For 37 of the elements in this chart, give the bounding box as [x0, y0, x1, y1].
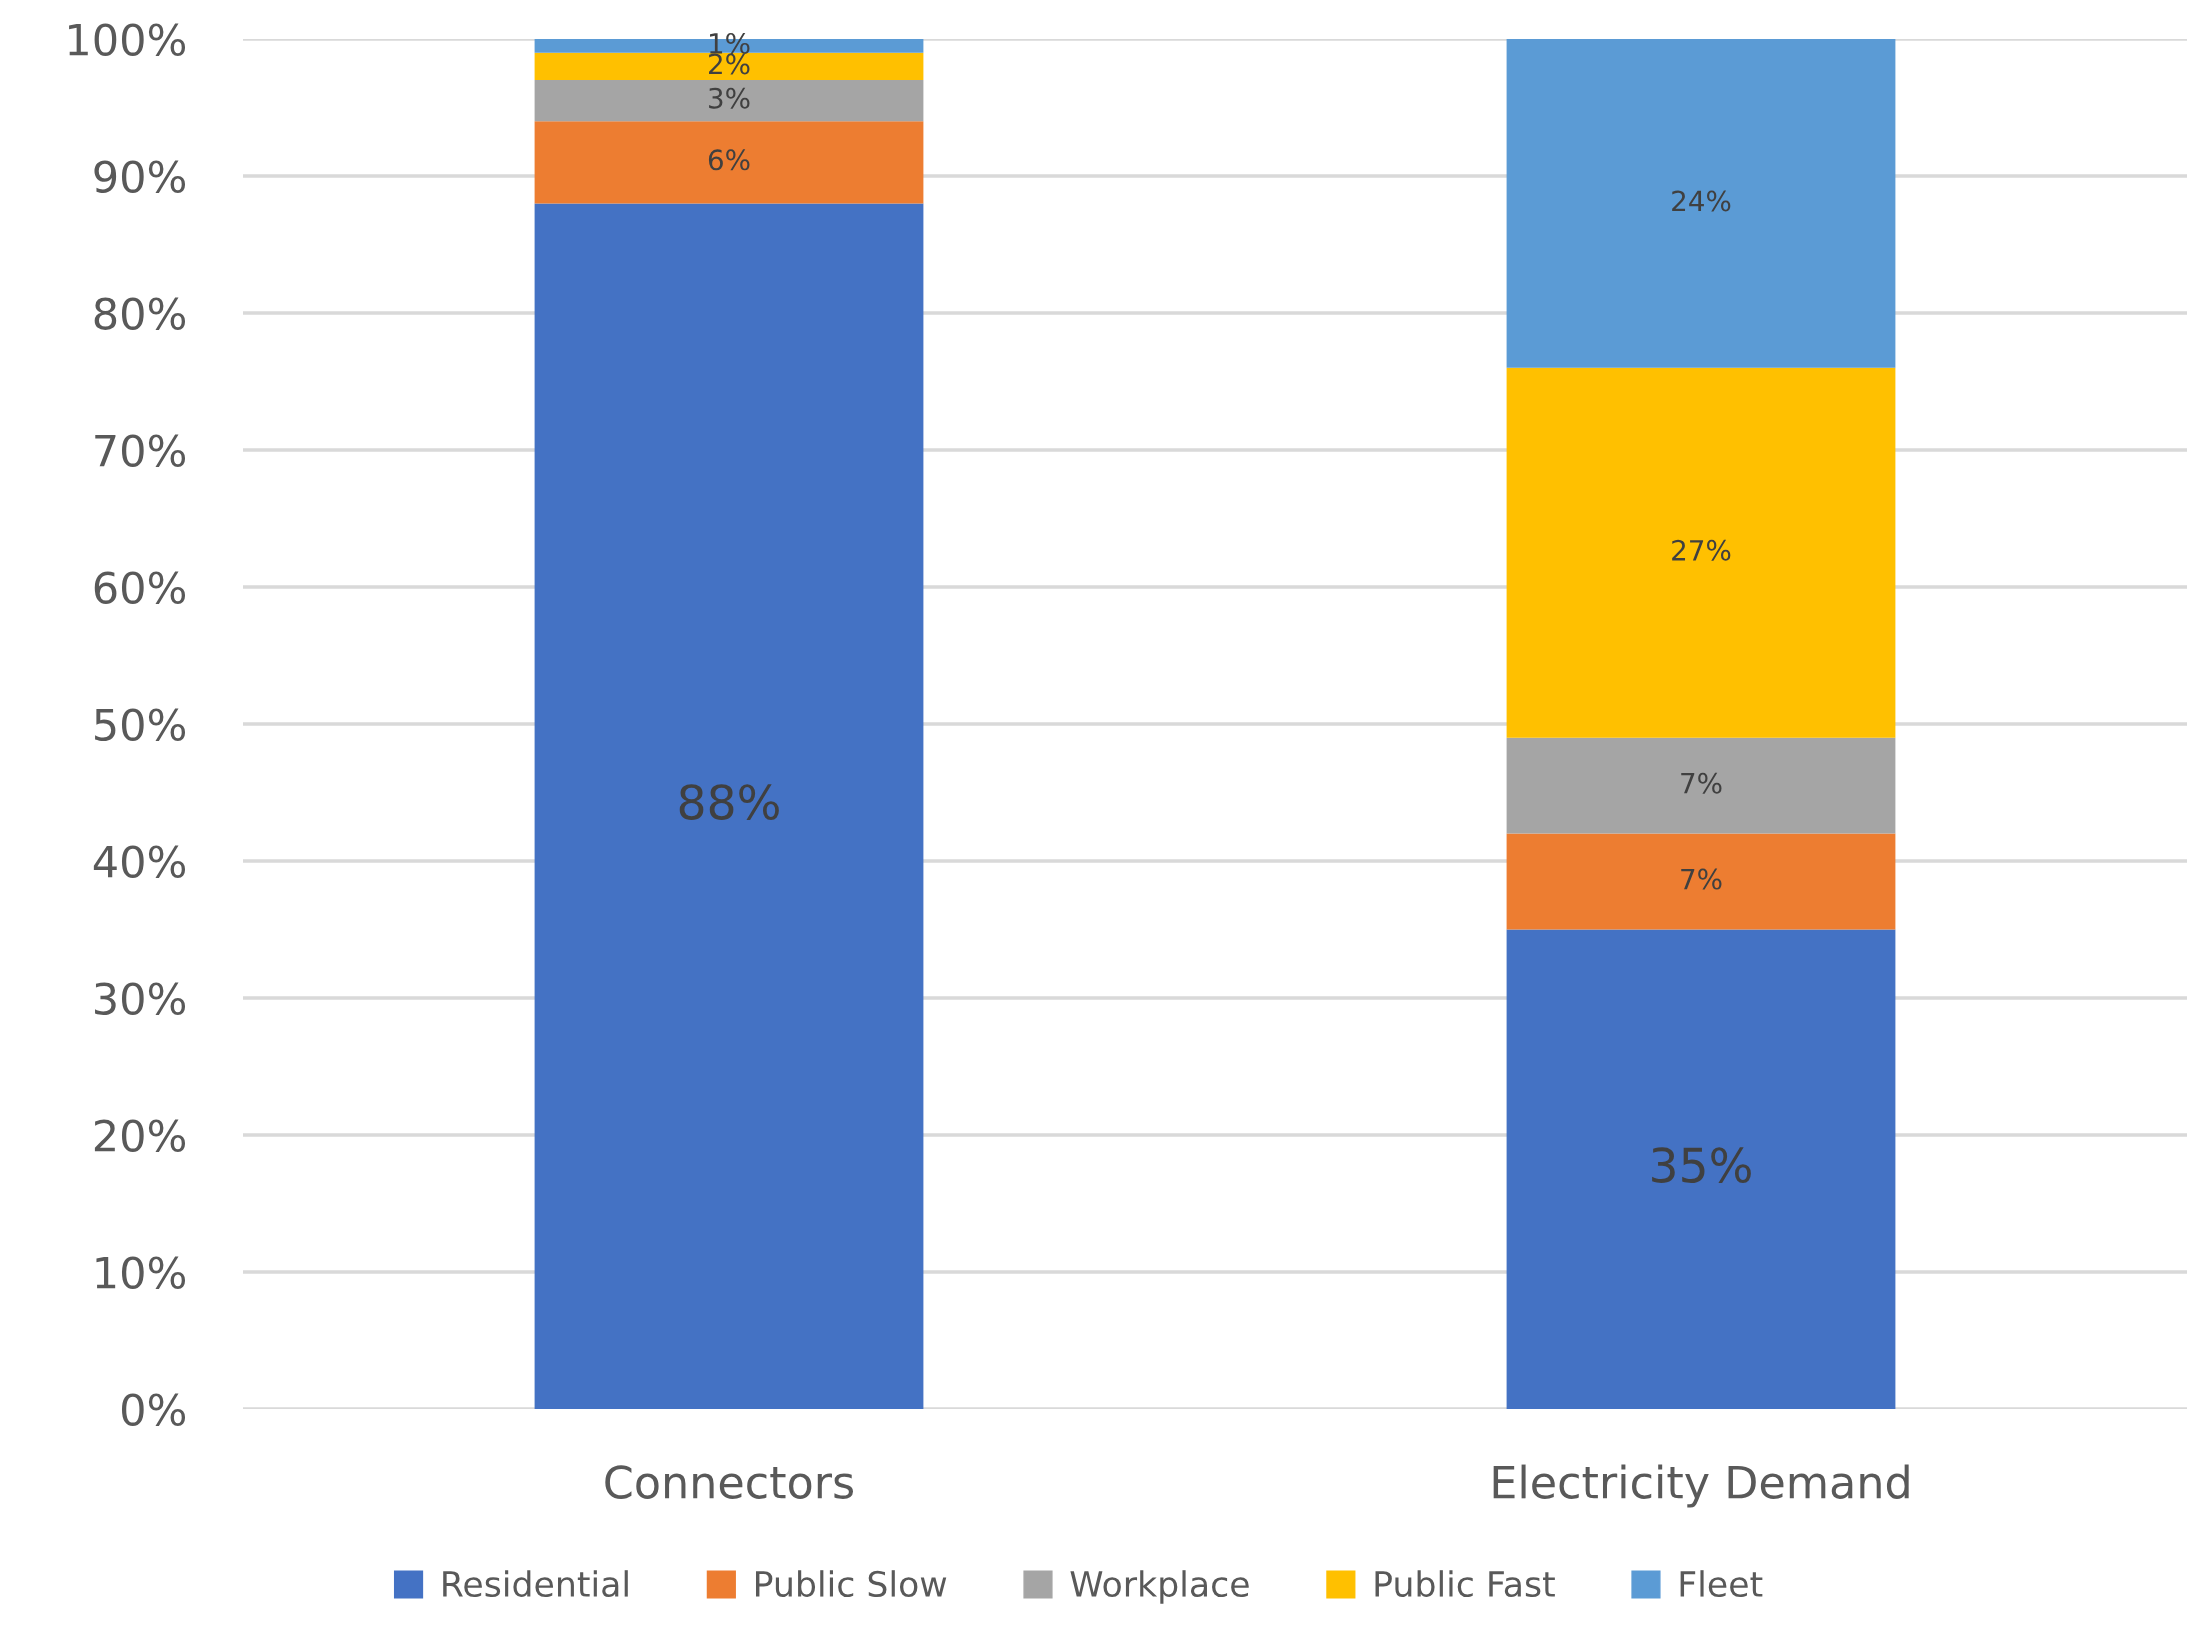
data-label: 35% — [1652, 1147, 1751, 1183]
data-label: 27% — [1672, 539, 1731, 561]
legend-label: Fleet — [1680, 1570, 1763, 1598]
bar — [534, 80, 924, 122]
bar — [1506, 833, 1896, 930]
data-label: 3% — [709, 87, 750, 109]
bar — [534, 121, 924, 204]
data-label: 1% — [710, 32, 750, 54]
bar — [1506, 367, 1896, 738]
bar — [1506, 737, 1896, 834]
y-tick-label: 10% — [96, 1256, 186, 1289]
y-tick-label: 20% — [94, 1119, 186, 1152]
data-label: 7% — [1681, 772, 1722, 794]
data-label: 6% — [708, 149, 750, 171]
data-label: 7% — [1681, 868, 1722, 890]
bar — [534, 203, 924, 1409]
y-tick-label: 0% — [121, 1393, 186, 1426]
y-tick-label: 50% — [95, 708, 186, 741]
bar — [1506, 929, 1896, 1409]
legend-label: Workplace — [1070, 1570, 1249, 1604]
y-tick-label: 60% — [94, 571, 186, 604]
bar — [534, 52, 924, 81]
x-tick-label: Electricity Demand — [1493, 1464, 1909, 1508]
y-tick-label: 30% — [95, 982, 186, 1015]
data-label: 2% — [709, 53, 750, 75]
legend-label: Public Slow — [756, 1570, 947, 1598]
y-tick-label: 100% — [69, 23, 186, 56]
y-tick-label: 40% — [93, 845, 186, 878]
legend-label: Public Fast — [1375, 1570, 1555, 1598]
y-tick-label: 70% — [95, 434, 186, 467]
data-label: 88% — [679, 784, 779, 820]
x-tick-label: Connectors — [605, 1465, 854, 1499]
legend-label: Residential — [443, 1570, 628, 1598]
data-label: 24% — [1672, 190, 1731, 212]
y-tick-label: 90% — [94, 160, 186, 193]
bar — [1506, 39, 1896, 368]
y-tick-label: 80% — [94, 297, 186, 330]
